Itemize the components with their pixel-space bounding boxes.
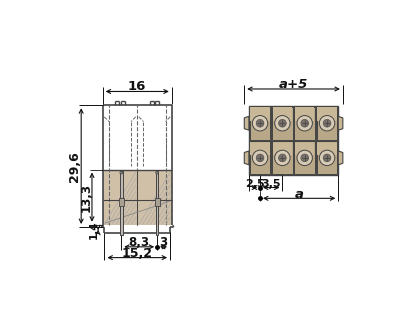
Circle shape (278, 119, 286, 127)
Text: 15,2: 15,2 (122, 247, 153, 260)
Circle shape (275, 115, 290, 131)
Polygon shape (272, 141, 293, 175)
Circle shape (256, 119, 264, 127)
Polygon shape (318, 142, 337, 155)
Polygon shape (273, 142, 292, 155)
Polygon shape (250, 141, 270, 175)
Polygon shape (156, 171, 158, 235)
Circle shape (156, 171, 158, 174)
Polygon shape (154, 198, 160, 206)
Circle shape (252, 150, 268, 166)
Text: 29,6: 29,6 (68, 151, 81, 182)
Polygon shape (294, 107, 315, 140)
Polygon shape (250, 107, 270, 121)
Polygon shape (318, 107, 337, 121)
Polygon shape (338, 116, 343, 130)
Polygon shape (317, 141, 338, 175)
Circle shape (256, 154, 264, 162)
Circle shape (323, 119, 331, 127)
Polygon shape (250, 107, 270, 140)
Polygon shape (250, 142, 270, 155)
Text: 8,3: 8,3 (129, 237, 150, 250)
Text: 3: 3 (160, 237, 168, 250)
Polygon shape (103, 169, 172, 225)
Polygon shape (120, 171, 123, 235)
Text: a: a (295, 188, 304, 201)
Polygon shape (249, 106, 338, 175)
Circle shape (252, 115, 268, 131)
Circle shape (319, 150, 335, 166)
Text: 13,3: 13,3 (80, 183, 93, 211)
Text: 1,4: 1,4 (89, 221, 99, 239)
Polygon shape (244, 151, 249, 165)
Circle shape (301, 119, 308, 127)
Circle shape (120, 171, 123, 174)
Circle shape (297, 150, 312, 166)
Text: a+5: a+5 (279, 78, 308, 91)
Polygon shape (273, 107, 292, 121)
Polygon shape (295, 107, 314, 121)
Text: 2,5: 2,5 (245, 179, 264, 189)
Circle shape (301, 154, 308, 162)
Polygon shape (244, 116, 249, 130)
Polygon shape (295, 142, 314, 155)
Circle shape (297, 115, 312, 131)
Circle shape (278, 154, 286, 162)
Polygon shape (338, 151, 343, 165)
Polygon shape (294, 141, 315, 175)
Circle shape (323, 154, 331, 162)
Text: 3,5: 3,5 (262, 179, 281, 189)
Polygon shape (272, 107, 293, 140)
Circle shape (319, 115, 335, 131)
Text: 16: 16 (128, 80, 146, 93)
Polygon shape (119, 198, 124, 206)
Circle shape (275, 150, 290, 166)
Polygon shape (317, 107, 338, 140)
